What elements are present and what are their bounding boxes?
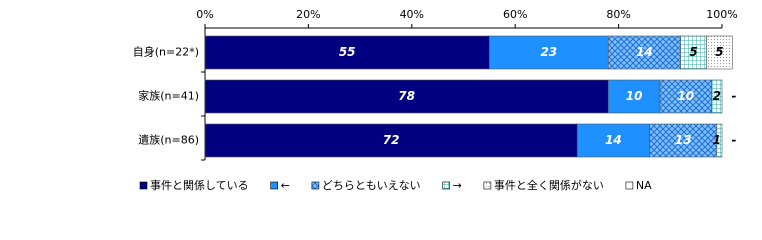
bar-segment [649,123,718,158]
bar-segment [576,123,650,158]
value-label: 72 [383,133,400,147]
legend-label: 事件と全く関係がない [494,178,604,192]
value-label: 2 [713,89,721,103]
legend-label: NA [636,179,652,192]
bar-segment [607,79,661,114]
value-label: - [732,133,737,147]
bar-segment [659,79,712,114]
bar-segment [716,123,723,158]
legend-swatch [270,181,278,190]
bar-segment [706,35,733,70]
value-label: 14 [636,45,653,59]
legend-swatch [625,181,634,190]
value-label: 23 [540,45,557,59]
value-label: 78 [398,89,415,103]
bar-segment [489,35,609,70]
legend-swatch [442,181,450,190]
chart: 0% 20% 40% 60% 80% 100%自身(n=22*) 55 23 14 5 5家族(n=… [133,8,738,192]
value-label: 55 [339,45,356,59]
x-tick-label: 60% [503,8,527,21]
value-label: 13 [675,133,692,147]
legend-label: ← [281,179,290,192]
value-label: - [732,89,737,103]
category-label: 家族(n=41) [138,89,199,103]
bar-segment [204,123,578,158]
page: 0% 20% 40% 60% 80% 100% 自身(n=22*) 55 23 14 5 5 家族(n=… [132,8,738,192]
x-tick-label: 20% [296,8,320,21]
value-label: 14 [605,133,622,147]
legend-swatch [483,181,492,190]
value-label: 10 [677,89,694,103]
bar-segment [204,79,609,114]
bar-segment [711,79,723,114]
x-tick-label: 40% [400,8,424,21]
bar-segment [680,35,707,70]
value-label: 10 [626,89,643,103]
legend-label: → [453,179,462,192]
legend-label: 事件と関係している [150,179,249,192]
bar-segment [607,35,681,70]
value-label: 1 [713,133,721,147]
category-label: 自身(n=22*) [133,45,199,59]
category-label: 遺族(n=86) [138,133,199,147]
legend-swatch [311,181,320,190]
x-tick-label: 80% [606,8,630,21]
legend-label: どちらともいえない [322,179,421,192]
x-tick-label: 100% [706,8,737,21]
x-tick-label: 0% [196,8,213,21]
value-label: 5 [689,45,697,59]
legend-swatch [139,181,148,190]
value-label: 5 [715,45,723,59]
